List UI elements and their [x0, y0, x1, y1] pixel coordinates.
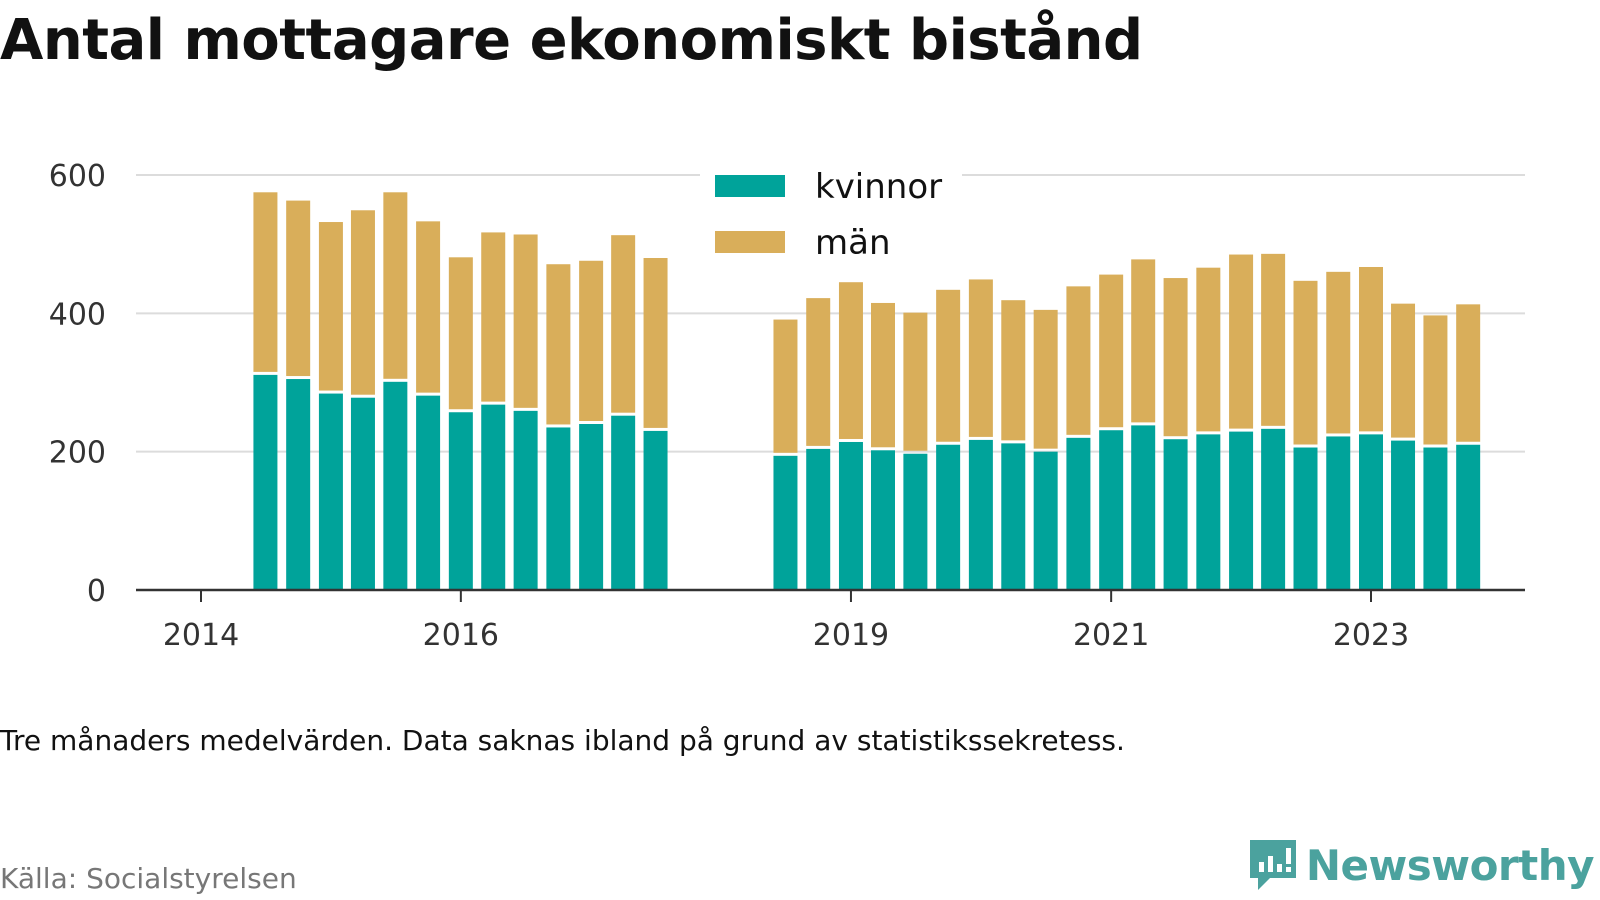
- x-tick-label: 2014: [163, 618, 239, 653]
- bar-kvinnor: [936, 444, 961, 590]
- bar-kvinnor: [1293, 447, 1318, 590]
- bar-kvinnor: [286, 379, 311, 590]
- bar-man: [1391, 303, 1416, 438]
- bar-kvinnor: [643, 430, 668, 590]
- x-tick-label: 2023: [1333, 618, 1409, 653]
- bar-man: [1099, 274, 1124, 428]
- bar-man: [416, 221, 441, 393]
- bar-man: [1229, 254, 1254, 429]
- legend-swatch-kvinnor: [715, 175, 785, 197]
- bar-kvinnor: [611, 415, 636, 590]
- bar-man: [968, 279, 993, 437]
- newsworthy-logo-icon: [1249, 840, 1296, 890]
- bar-man: [1196, 267, 1221, 432]
- bar-man: [1423, 315, 1448, 445]
- bar-man: [838, 282, 863, 439]
- bar-kvinnor: [1391, 440, 1416, 590]
- bar-kvinnor: [806, 448, 831, 590]
- bar-man: [383, 192, 408, 379]
- bar-man: [513, 234, 538, 408]
- bar-man: [870, 302, 895, 448]
- bar-kvinnor: [870, 450, 895, 590]
- bar-man: [579, 260, 604, 421]
- bar-man: [936, 289, 961, 442]
- bar-kvinnor: [1456, 444, 1481, 590]
- bar-man: [1261, 253, 1286, 426]
- bar-man: [611, 235, 636, 413]
- chart-note: Tre månaders medelvärden. Data saknas ib…: [0, 724, 1125, 757]
- bar-kvinnor: [1326, 436, 1351, 590]
- bar-kvinnor: [1033, 451, 1058, 590]
- bar-kvinnor: [1163, 439, 1188, 590]
- bar-man: [1456, 304, 1481, 442]
- bar-man: [643, 258, 668, 428]
- bar-man: [903, 312, 928, 451]
- bar-man: [773, 319, 798, 453]
- bar-man: [1293, 280, 1318, 445]
- legend-swatch-man: [715, 231, 785, 253]
- bar-man: [806, 298, 831, 446]
- bar-kvinnor: [448, 412, 473, 590]
- bar-kvinnor: [1229, 431, 1254, 590]
- bar-kvinnor: [383, 381, 408, 590]
- bar-kvinnor: [416, 395, 441, 590]
- bar-kvinnor: [1131, 425, 1156, 590]
- bar-kvinnor: [1001, 443, 1026, 590]
- bar-man: [1131, 259, 1156, 423]
- brand-name: Newsworthy: [1305, 840, 1595, 890]
- bar-man: [448, 257, 473, 410]
- bar-man: [1359, 266, 1383, 432]
- x-tick-label: 2021: [1073, 618, 1149, 653]
- bar-man: [318, 222, 343, 391]
- bar-man: [286, 200, 311, 377]
- bar-kvinnor: [838, 441, 863, 590]
- chart-title: Antal mottagare ekonomiskt bistånd: [0, 8, 1143, 73]
- bar-kvinnor: [579, 424, 604, 590]
- bar-man: [1001, 300, 1026, 441]
- legend-label-man: män: [815, 223, 891, 263]
- y-tick-label: 200: [49, 436, 106, 471]
- x-tick-label: 2019: [813, 618, 889, 653]
- source-label: Källa: Socialstyrelsen: [0, 862, 297, 895]
- bar-kvinnor: [1066, 437, 1091, 590]
- bar-kvinnor: [513, 410, 538, 590]
- bar-kvinnor: [773, 455, 798, 590]
- bar-man: [1066, 286, 1091, 435]
- bar-man: [1326, 271, 1351, 434]
- bar-man: [253, 192, 278, 372]
- bar-kvinnor: [546, 427, 571, 590]
- bar-man: [1033, 309, 1058, 449]
- bar-kvinnor: [253, 374, 278, 590]
- x-tick-label: 2016: [423, 618, 499, 653]
- legend-label-kvinnor: kvinnor: [815, 167, 942, 207]
- bar-kvinnor: [1261, 428, 1286, 590]
- bar-man: [546, 264, 571, 425]
- bar-man: [1163, 278, 1188, 437]
- y-tick-label: 0: [87, 574, 106, 609]
- bar-kvinnor: [1196, 434, 1221, 590]
- bar-kvinnor: [1099, 430, 1124, 590]
- bar-kvinnor: [481, 404, 506, 590]
- y-tick-label: 400: [49, 297, 106, 332]
- bar-kvinnor: [903, 453, 928, 590]
- bar-man: [350, 210, 375, 395]
- bar-man: [481, 232, 506, 402]
- bar-kvinnor: [318, 393, 343, 590]
- bar-kvinnor: [968, 439, 993, 590]
- y-tick-label: 600: [49, 159, 106, 194]
- newsworthy-logo: Newsworthy: [1248, 838, 1595, 892]
- bar-kvinnor: [1359, 434, 1383, 590]
- bar-kvinnor: [1423, 447, 1448, 590]
- bar-kvinnor: [350, 397, 375, 590]
